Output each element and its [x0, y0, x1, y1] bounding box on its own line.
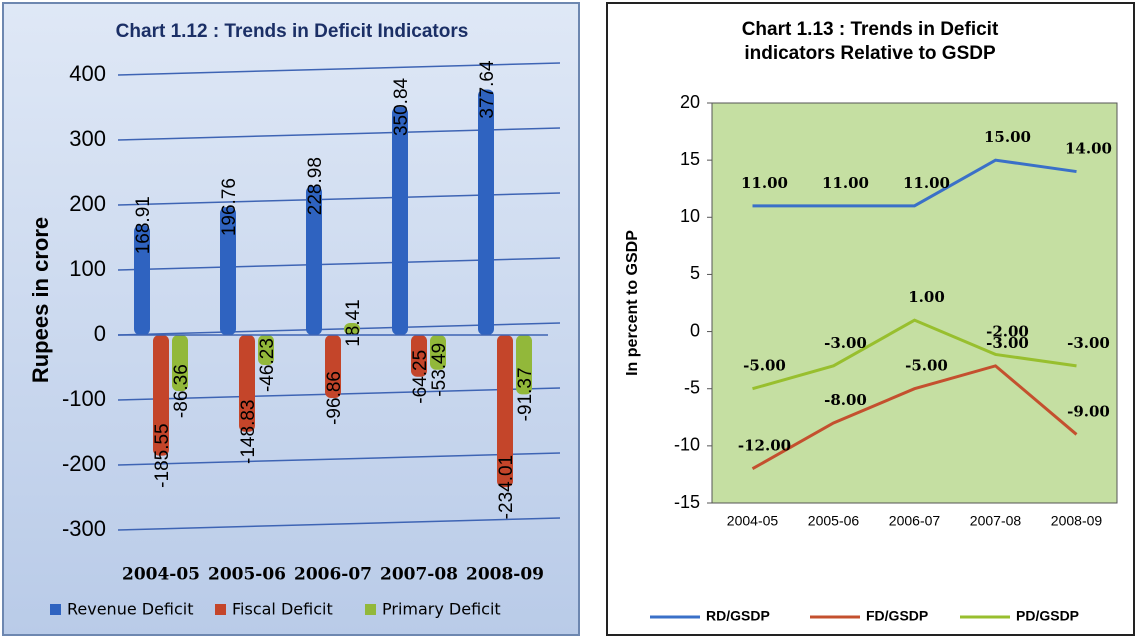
data-label: 350.84 — [391, 77, 412, 136]
legend-label: PD/GSDP — [1016, 608, 1079, 624]
data-label: -53.49 — [429, 343, 450, 397]
line — [752, 158, 1077, 208]
data-label: 228.98 — [305, 157, 326, 215]
data-label: 11.00 — [822, 174, 869, 192]
chart-title: Chart 1.13 : Trends in Deficit indicator… — [741, 19, 999, 64]
bar — [134, 225, 150, 335]
bar — [516, 335, 532, 395]
bar — [258, 335, 274, 366]
grid-line — [117, 452, 561, 466]
bar — [344, 323, 360, 335]
data-label: -96.86 — [324, 371, 345, 425]
data-label: -8.00 — [824, 391, 867, 409]
bar — [430, 335, 446, 370]
data-label: -64.25 — [410, 350, 431, 404]
y-tick-label: 400 — [69, 61, 106, 86]
x-tick-label: 2007-08 — [970, 513, 1022, 529]
data-label: 168.91 — [133, 196, 154, 254]
legend-label: Primary Deficit — [382, 600, 501, 619]
y-axis-label: In percent to GSDP — [624, 230, 641, 376]
data-label: -5.00 — [743, 357, 786, 375]
x-tick-label: 2004-05 — [122, 565, 200, 585]
y-tick-label: 0 — [94, 321, 106, 346]
y-tick-label: -100 — [62, 386, 106, 411]
plot-area — [711, 102, 1118, 504]
data-label: -12.00 — [738, 437, 791, 455]
bar — [153, 335, 169, 456]
chart-title: Chart 1.12 : Trends in Deficit Indicator… — [116, 21, 469, 42]
data-label: 15.00 — [984, 128, 1031, 146]
x-tick-label: 2004-05 — [727, 513, 779, 529]
y-tick-label: 10 — [680, 206, 700, 226]
data-label: 377.64 — [477, 60, 498, 119]
y-tick-label: 300 — [69, 126, 106, 151]
y-tick-label: 200 — [69, 191, 106, 216]
y-tick-label: 5 — [690, 263, 700, 283]
data-label: -234.01 — [496, 455, 517, 519]
line — [752, 318, 1077, 391]
data-label: -148.83 — [238, 400, 259, 464]
legend-label: Revenue Deficit — [67, 600, 194, 619]
data-label: 1.00 — [908, 288, 945, 306]
data-label: 14.00 — [1065, 140, 1112, 158]
grid-line — [117, 62, 561, 76]
legend-swatch — [50, 604, 61, 615]
data-label: 18.41 — [343, 299, 364, 347]
x-tick-label: 2008-09 — [1051, 513, 1103, 529]
y-tick-label: 20 — [680, 92, 700, 112]
data-label: -91.37 — [515, 367, 536, 421]
y-axis-label: Rupees in crore — [28, 217, 53, 383]
bar — [411, 335, 427, 377]
data-label: -86.36 — [171, 364, 192, 418]
bar — [392, 106, 408, 335]
data-label: 196.76 — [219, 178, 240, 236]
legend-label: Fiscal Deficit — [232, 600, 333, 619]
data-label: 11.00 — [903, 174, 950, 192]
data-label: -46.23 — [257, 338, 278, 392]
data-label: -2.00 — [986, 322, 1029, 340]
y-tick-label: 15 — [680, 149, 700, 169]
x-tick-label: 2006-07 — [294, 565, 372, 585]
bar — [478, 89, 494, 335]
data-label: 11.00 — [741, 174, 788, 192]
legend-label: FD/GSDP — [866, 608, 928, 624]
line — [751, 364, 1078, 471]
y-tick-label: -10 — [674, 435, 700, 455]
grid-line — [117, 517, 561, 531]
legend-swatch — [215, 604, 226, 615]
y-tick-label: 0 — [690, 320, 700, 340]
y-tick-label: -5 — [684, 377, 700, 397]
y-tick-label: -300 — [62, 516, 106, 541]
x-tick-label: 2005-06 — [208, 565, 286, 585]
y-tick-label: 100 — [69, 256, 106, 281]
bar — [172, 335, 188, 392]
data-label: -3.00 — [986, 334, 1029, 352]
bar — [497, 335, 513, 488]
data-label: -5.00 — [905, 357, 948, 375]
bar — [325, 335, 341, 398]
bar — [306, 186, 322, 335]
legend-swatch — [365, 604, 376, 615]
y-tick-label: -200 — [62, 451, 106, 476]
x-tick-label: 2005-06 — [808, 513, 860, 529]
x-tick-label: 2006-07 — [889, 513, 941, 529]
x-tick-label: 2007-08 — [380, 565, 458, 585]
x-tick-label: 2008-09 — [466, 565, 544, 585]
bar — [220, 207, 236, 335]
legend-label: RD/GSDP — [706, 608, 770, 624]
data-label: -3.00 — [824, 334, 867, 352]
bar — [239, 335, 255, 432]
data-label: -3.00 — [1067, 334, 1110, 352]
y-tick-label: -15 — [674, 492, 700, 512]
data-label: -9.00 — [1067, 402, 1110, 420]
data-label: -185.55 — [152, 423, 173, 487]
